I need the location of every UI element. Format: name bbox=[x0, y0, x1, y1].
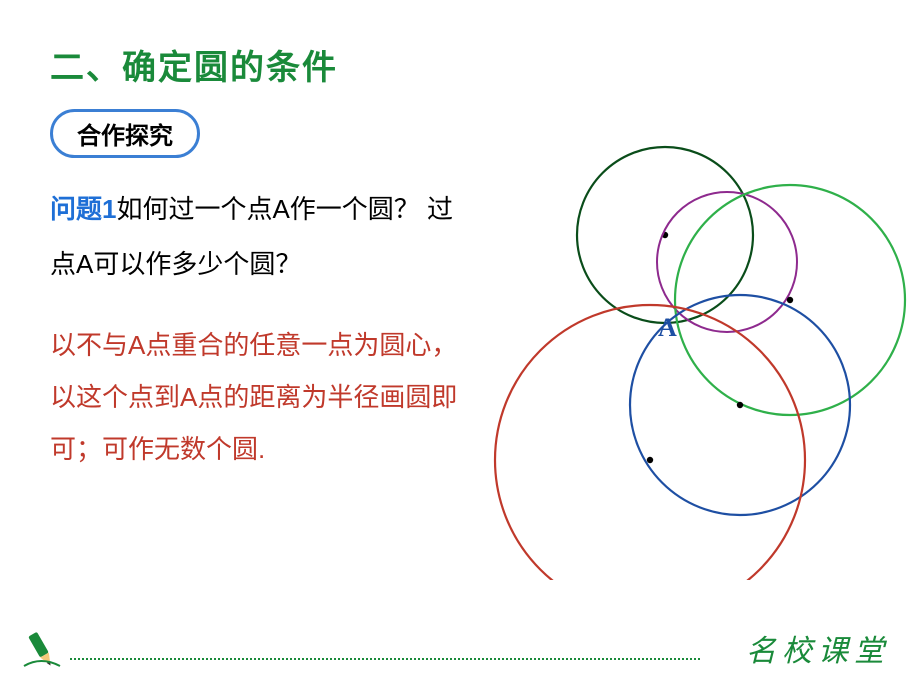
brand-text: 名校课堂 bbox=[746, 626, 890, 670]
circle-red bbox=[495, 305, 805, 580]
diagram-svg: A bbox=[470, 140, 910, 580]
footer: 名校课堂 bbox=[0, 632, 920, 672]
question-label: 问题1 bbox=[50, 194, 116, 224]
footer-divider bbox=[70, 658, 700, 660]
text-column: 问题1如何过一个点A作一个圆？ 过点A可以作多少个圆？ 以不与A点重合的任意一点… bbox=[50, 176, 470, 475]
circle-purple bbox=[657, 192, 797, 332]
center-dot-red bbox=[647, 457, 653, 463]
pencil-icon bbox=[18, 626, 64, 672]
center-dot-blue bbox=[737, 402, 743, 408]
circles-diagram: A bbox=[470, 140, 910, 580]
answer-text: 以不与A点重合的任意一点为圆心，以这个点到A点的距离为半径画圆即可；可作无数个圆… bbox=[50, 319, 470, 475]
question-block: 问题1如何过一个点A作一个圆？ 过点A可以作多少个圆？ bbox=[50, 182, 470, 291]
point-a-label: A bbox=[658, 313, 677, 342]
activity-badge: 合作探究 bbox=[50, 109, 200, 158]
center-dot-green bbox=[787, 297, 793, 303]
slide: 二、确定圆的条件 合作探究 问题1如何过一个点A作一个圆？ 过点A可以作多少个圆… bbox=[0, 0, 920, 690]
section-title: 二、确定圆的条件 bbox=[50, 40, 870, 89]
